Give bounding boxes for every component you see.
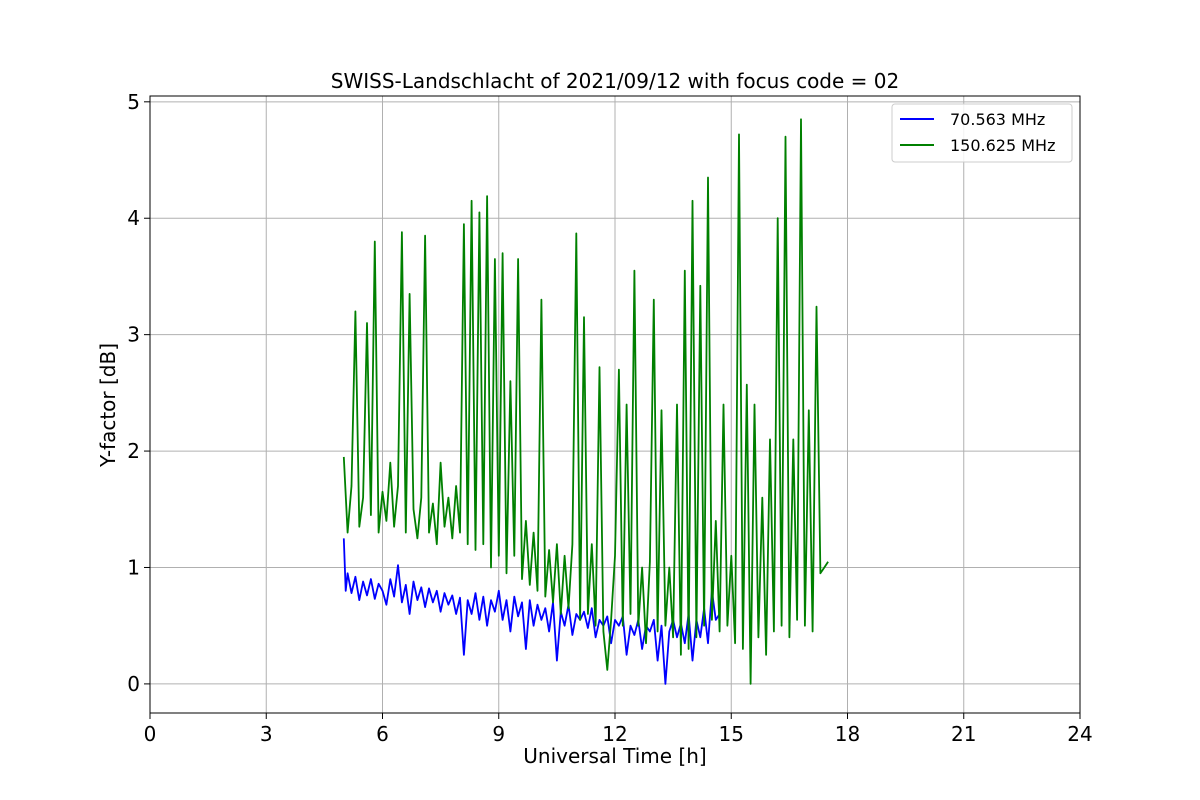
legend-box [891,103,1073,163]
y-tick-label: 3 [127,323,140,347]
y-axis-label: Y-factor [dB] [96,343,120,468]
y-tick-label: 5 [127,90,140,114]
x-tick-label: 0 [144,722,157,746]
y-tick-label: 2 [127,439,140,463]
series-line-0 [342,538,721,685]
y-tick-label: 0 [127,672,140,696]
x-tick-label: 12 [602,722,627,746]
legend-label-0: 70.563 MHz [950,110,1045,129]
x-tick-label: 15 [719,722,744,746]
x-tick-label: 6 [376,722,389,746]
chart-title: SWISS-Landschlacht of 2021/09/12 with fo… [331,69,899,93]
plot-series [342,118,829,685]
y-tick-label: 4 [127,206,140,230]
series-line-1 [342,118,829,685]
legend-label-1: 150.625 MHz [950,136,1055,155]
x-tick-label: 9 [492,722,505,746]
x-tick-label: 24 [1067,722,1092,746]
x-tick-label: 21 [951,722,976,746]
plot-frame [149,95,1081,714]
x-axis-label: Universal Time [h] [523,744,706,768]
x-tick-label: 18 [835,722,860,746]
legend: 70.563 MHz 150.625 MHz [891,103,1073,163]
x-tick-label: 3 [260,722,273,746]
y-tick-label: 1 [127,555,140,579]
